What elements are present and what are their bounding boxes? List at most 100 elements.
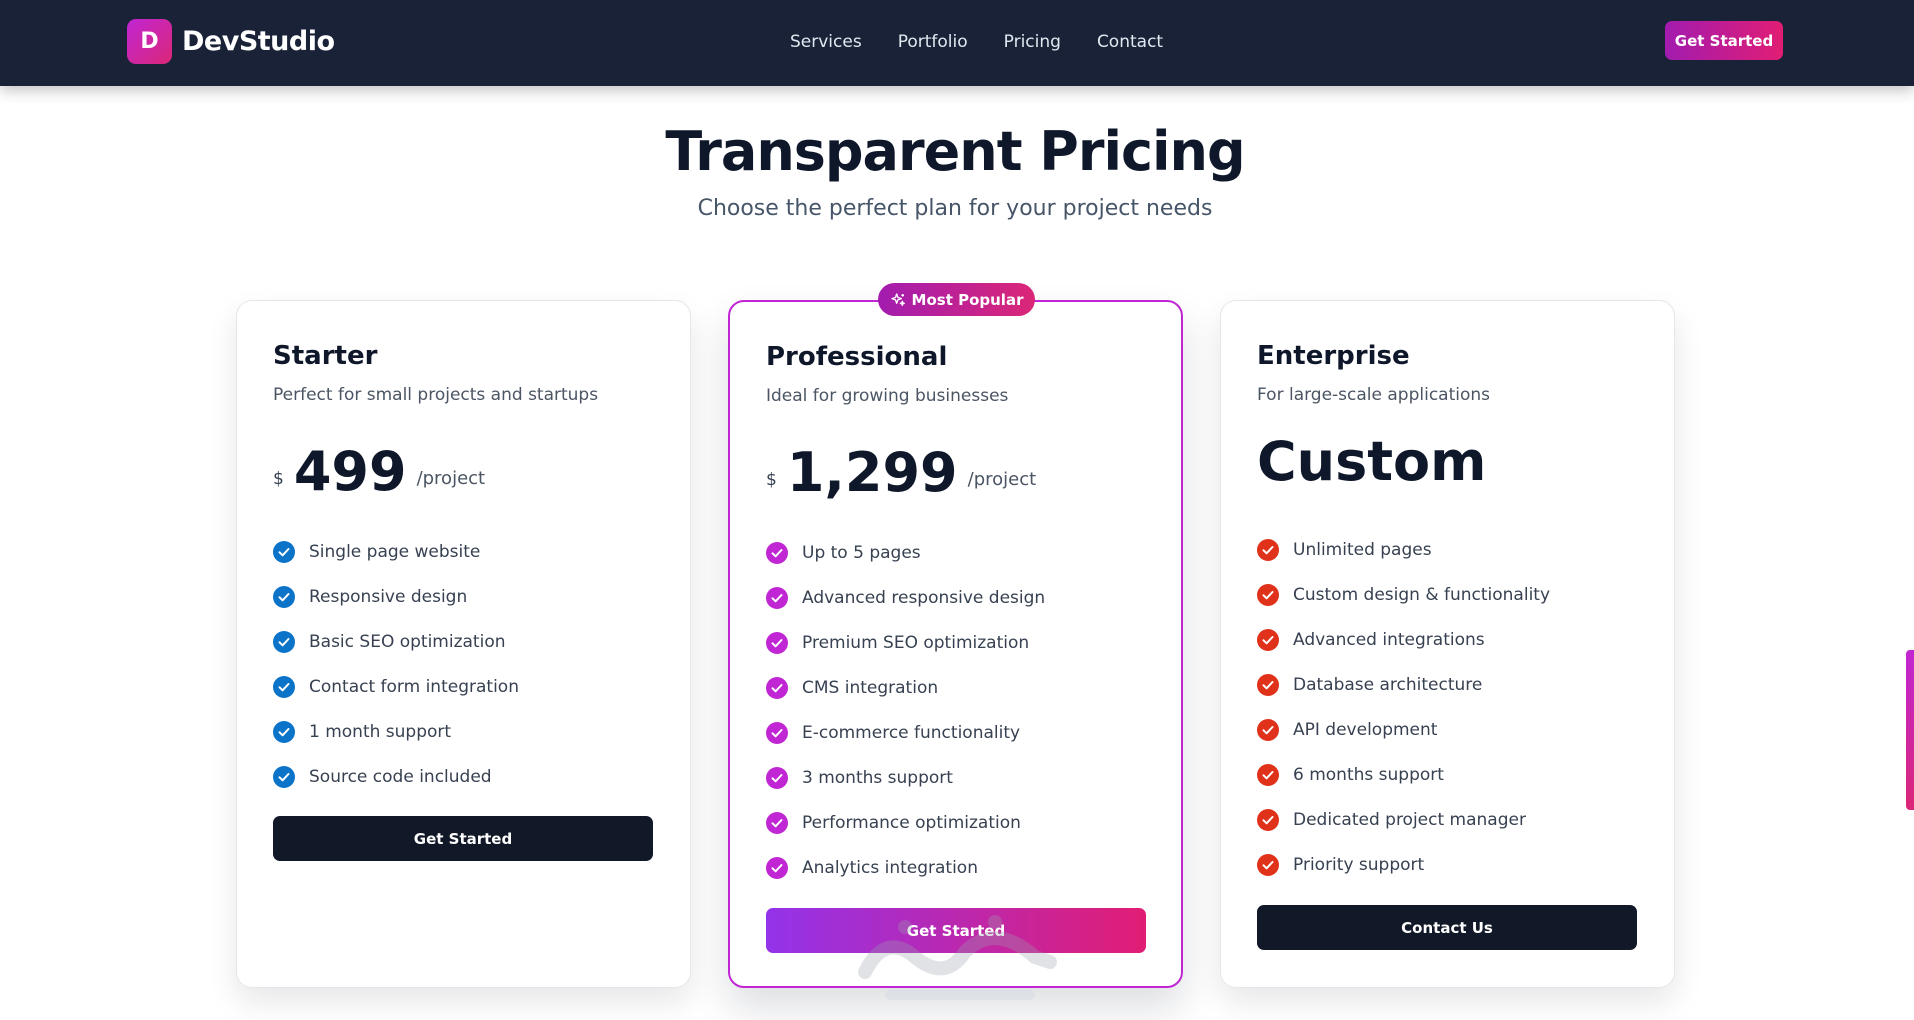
feature-label: Single page website bbox=[309, 541, 481, 562]
feature-label: Advanced integrations bbox=[1293, 629, 1485, 650]
feature-item: E-commerce functionality bbox=[766, 710, 1045, 755]
feature-label: Contact form integration bbox=[309, 676, 519, 697]
page-title: Transparent Pricing bbox=[665, 120, 1245, 183]
feature-label: Custom design & functionality bbox=[1293, 584, 1551, 605]
feature-item: Source code included bbox=[273, 754, 519, 799]
feature-item: CMS integration bbox=[766, 665, 1045, 710]
feature-label: Basic SEO optimization bbox=[309, 631, 506, 652]
pricing-card-starter: Starter Perfect for small projects and s… bbox=[236, 300, 691, 988]
most-popular-badge: Most Popular bbox=[878, 283, 1035, 316]
brand-logo: D bbox=[127, 19, 172, 64]
check-circle-icon bbox=[1257, 538, 1279, 561]
page-subtitle: Choose the perfect plan for your project… bbox=[697, 196, 1213, 221]
check-circle-icon bbox=[1257, 583, 1279, 606]
feature-item: Advanced integrations bbox=[1257, 617, 1550, 662]
nav-link-services[interactable]: Services bbox=[790, 32, 862, 52]
price-currency: $ bbox=[273, 469, 284, 489]
check-circle-icon bbox=[766, 631, 788, 654]
plan-description: Perfect for small projects and startups bbox=[273, 385, 599, 405]
starter-get-started-button[interactable]: Get Started bbox=[273, 816, 653, 861]
check-circle-icon bbox=[766, 721, 788, 744]
badge-label: Most Popular bbox=[911, 290, 1024, 309]
check-circle-icon bbox=[273, 675, 295, 698]
nav-get-started-button[interactable]: Get Started bbox=[1665, 21, 1783, 60]
feature-label: Priority support bbox=[1293, 854, 1425, 875]
plan-name: Professional bbox=[766, 342, 948, 372]
nav-link-portfolio[interactable]: Portfolio bbox=[897, 32, 968, 52]
feature-list: Unlimited pages Custom design & functiona… bbox=[1257, 527, 1550, 887]
feature-label: Up to 5 pages bbox=[802, 542, 921, 563]
professional-get-started-button[interactable]: Get Started bbox=[766, 908, 1146, 953]
check-circle-icon bbox=[1257, 628, 1279, 651]
scrollbar-thumb[interactable] bbox=[1906, 650, 1914, 810]
plan-name: Starter bbox=[273, 341, 378, 371]
sparkles-icon bbox=[890, 292, 905, 306]
feature-label: Unlimited pages bbox=[1293, 539, 1432, 560]
feature-list: Single page website Responsive design Basi… bbox=[273, 529, 519, 799]
feature-item: 3 months support bbox=[766, 755, 1045, 800]
price-unit: /project bbox=[416, 468, 486, 489]
feature-item: Single page website bbox=[273, 529, 519, 574]
feature-item: Up to 5 pages bbox=[766, 530, 1045, 575]
check-circle-icon bbox=[273, 630, 295, 653]
price-amount: 499 bbox=[293, 440, 407, 503]
check-circle-icon bbox=[1257, 673, 1279, 696]
nav-link-contact[interactable]: Contact bbox=[1096, 32, 1164, 52]
feature-item: Analytics integration bbox=[766, 845, 1045, 890]
feature-list: Up to 5 pages Advanced responsive design P… bbox=[766, 530, 1045, 890]
feature-label: 3 months support bbox=[802, 767, 953, 788]
check-circle-icon bbox=[766, 676, 788, 699]
check-circle-icon bbox=[273, 585, 295, 608]
feature-item: Basic SEO optimization bbox=[273, 619, 519, 664]
feature-item: Dedicated project manager bbox=[1257, 797, 1550, 842]
price-unit: /project bbox=[967, 469, 1037, 490]
feature-label: API development bbox=[1293, 719, 1438, 740]
feature-label: 1 month support bbox=[309, 721, 452, 742]
feature-item: API development bbox=[1257, 707, 1550, 752]
feature-item: Unlimited pages bbox=[1257, 527, 1550, 572]
feature-label: Database architecture bbox=[1293, 674, 1483, 695]
price: $ 499 /project bbox=[273, 431, 485, 499]
check-circle-icon bbox=[766, 856, 788, 879]
price: $ 1,299 /project bbox=[766, 432, 1036, 500]
brand-name: DevStudio bbox=[182, 26, 335, 57]
feature-label: 6 months support bbox=[1293, 764, 1444, 785]
plan-name: Enterprise bbox=[1257, 341, 1410, 371]
feature-item: Responsive design bbox=[273, 574, 519, 619]
feature-item: Performance optimization bbox=[766, 800, 1045, 845]
feature-label: E-commerce functionality bbox=[802, 722, 1021, 743]
feature-item: Advanced responsive design bbox=[766, 575, 1045, 620]
brand[interactable]: D DevStudio bbox=[127, 19, 335, 64]
feature-item: Custom design & functionality bbox=[1257, 572, 1550, 617]
plan-description: Ideal for growing businesses bbox=[766, 386, 1009, 406]
feature-label: Performance optimization bbox=[802, 812, 1021, 833]
feature-item: Premium SEO optimization bbox=[766, 620, 1045, 665]
nav-link-pricing[interactable]: Pricing bbox=[1003, 32, 1061, 52]
check-circle-icon bbox=[766, 541, 788, 564]
main-nav: Services Portfolio Pricing Contact bbox=[790, 0, 1163, 84]
top-navbar: D DevStudio Services Portfolio Pricing C… bbox=[0, 0, 1914, 86]
feature-label: Source code included bbox=[309, 766, 492, 787]
plan-description: For large-scale applications bbox=[1257, 385, 1491, 405]
feature-label: Premium SEO optimization bbox=[802, 632, 1030, 653]
price-custom: Custom bbox=[1257, 430, 1487, 493]
feature-item: 1 month support bbox=[273, 709, 519, 754]
feature-label: Advanced responsive design bbox=[802, 587, 1046, 608]
check-circle-icon bbox=[273, 720, 295, 743]
check-circle-icon bbox=[1257, 808, 1279, 831]
feature-label: Responsive design bbox=[309, 586, 468, 607]
feature-item: Contact form integration bbox=[273, 664, 519, 709]
price-currency: $ bbox=[766, 470, 777, 490]
feature-item: 6 months support bbox=[1257, 752, 1550, 797]
check-circle-icon bbox=[766, 586, 788, 609]
feature-item: Database architecture bbox=[1257, 662, 1550, 707]
check-circle-icon bbox=[1257, 763, 1279, 786]
check-circle-icon bbox=[1257, 718, 1279, 741]
check-circle-icon bbox=[273, 540, 295, 563]
contact-us-button[interactable]: Contact Us bbox=[1257, 905, 1637, 950]
check-circle-icon bbox=[766, 766, 788, 789]
check-circle-icon bbox=[1257, 853, 1279, 876]
pricing-card-professional: Most Popular Professional Ideal for grow… bbox=[728, 283, 1183, 988]
check-circle-icon bbox=[273, 765, 295, 788]
pricing-card-enterprise: Enterprise For large-scale applications … bbox=[1220, 300, 1675, 988]
